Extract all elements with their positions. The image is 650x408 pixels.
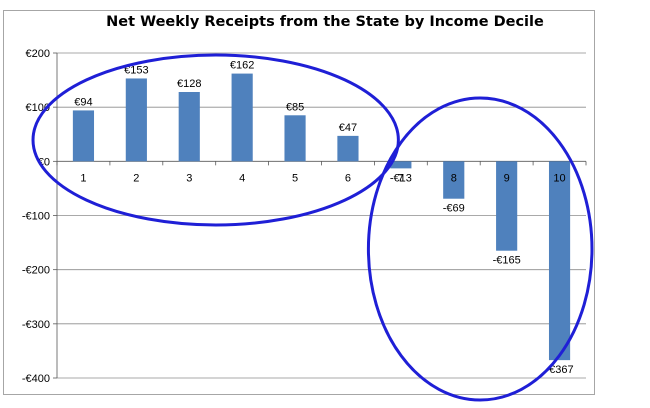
data-label: €47 (339, 122, 357, 134)
x-tick-label: 2 (133, 172, 139, 184)
data-label: €128 (177, 78, 201, 90)
annotations (31, 53, 594, 402)
data-label: -€367 (545, 364, 573, 376)
y-tick-label: -€300 (22, 319, 50, 331)
bar-decile-9 (496, 161, 518, 251)
x-tick-label: 3 (186, 172, 192, 184)
y-tick-label: -€200 (22, 265, 50, 277)
x-tick-label: 7 (398, 172, 404, 184)
bar-decile-5 (284, 115, 306, 162)
data-labels: €94 1 €153 2 €128 3 €162 4 €85 5 €47 6 -€137 -€69 8 -€1… (74, 60, 573, 377)
data-label: -€13 (390, 172, 412, 184)
bar-decile-8 (443, 161, 465, 199)
x-tick-label: 4 (239, 172, 245, 184)
bar-decile-4 (231, 73, 253, 162)
data-label: -€69 (443, 203, 465, 215)
data-label: €153 (124, 64, 148, 76)
x-tick-label: 1 (80, 172, 86, 184)
data-label: €85 (286, 101, 304, 113)
annotation-ellipse (366, 96, 594, 402)
bar-decile-1 (72, 110, 95, 162)
y-tick-label: -€400 (22, 373, 50, 385)
x-tick-label: 6 (345, 172, 351, 184)
y-tick-label: -€100 (22, 211, 50, 223)
data-label: €94 (74, 96, 92, 108)
x-tick-label: 8 (451, 172, 457, 184)
data-label: -€165 (493, 255, 521, 267)
x-tick-label: 5 (292, 172, 298, 184)
chart-title: Net Weekly Receipts from the State by In… (106, 14, 544, 30)
bar-decile-6 (337, 135, 359, 162)
bar-decile-3 (178, 92, 200, 162)
data-label: €162 (230, 60, 254, 72)
bar-decile-7 (390, 161, 412, 169)
x-tick-label: 10 (553, 172, 565, 184)
bar-decile-2 (125, 78, 147, 162)
annotation-ellipse (31, 53, 400, 227)
x-tick-label: 9 (504, 172, 510, 184)
bar-decile-10 (548, 161, 571, 361)
y-tick-label: €200 (26, 48, 50, 60)
bars (72, 73, 571, 361)
